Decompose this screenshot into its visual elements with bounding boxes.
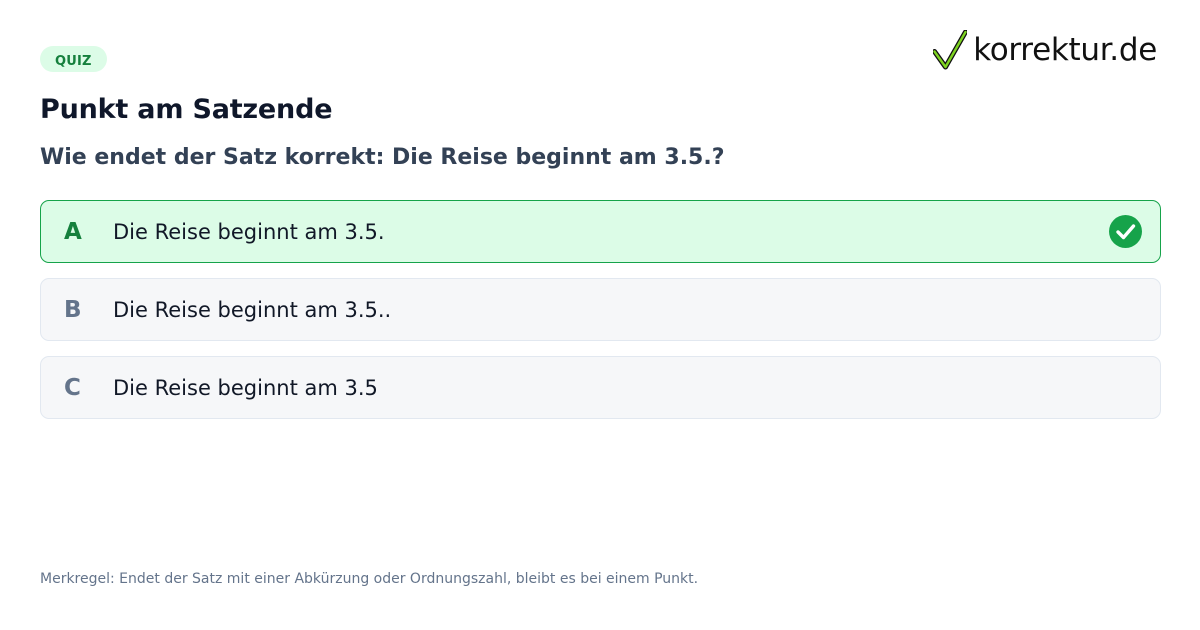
option-letter: A — [64, 218, 82, 245]
answer-options: A Die Reise beginnt am 3.5. B Die Reise … — [40, 200, 1161, 434]
option-text: Die Reise beginnt am 3.5 — [113, 375, 378, 400]
korrektur-logo[interactable]: korrektur.de — [933, 30, 1157, 70]
check-circle-icon — [1109, 215, 1142, 248]
quiz-badge: QUIZ — [40, 46, 107, 72]
quiz-question: Wie endet der Satz korrekt: Die Reise be… — [40, 145, 725, 170]
checkmark-icon — [933, 30, 968, 70]
quiz-title: Punkt am Satzende — [40, 94, 333, 125]
rule-footnote: Merkregel: Endet der Satz mit einer Abkü… — [40, 571, 699, 587]
answer-option-c[interactable]: C Die Reise beginnt am 3.5 — [40, 356, 1161, 419]
option-text: Die Reise beginnt am 3.5.. — [113, 297, 392, 322]
option-letter: C — [64, 374, 81, 401]
answer-option-b[interactable]: B Die Reise beginnt am 3.5.. — [40, 278, 1161, 341]
logo-text: korrektur.de — [973, 32, 1157, 68]
option-letter: B — [64, 296, 82, 323]
option-text: Die Reise beginnt am 3.5. — [113, 219, 385, 244]
answer-option-a[interactable]: A Die Reise beginnt am 3.5. — [40, 200, 1161, 263]
